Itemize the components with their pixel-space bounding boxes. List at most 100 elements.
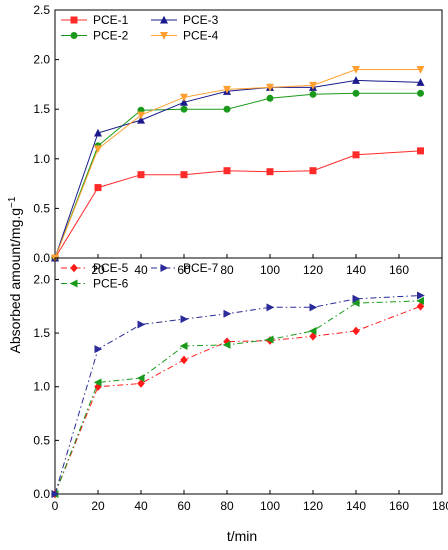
marker-stop-0-p7 <box>352 151 360 159</box>
marker-stop-1-p8 <box>417 89 424 97</box>
x-tick-label-top-3: 80 <box>220 263 234 277</box>
marker-sbottom-2-p7 <box>352 294 361 303</box>
x-tick-label-top-7: 160 <box>389 263 409 277</box>
marker-sbottom-1-p4 <box>222 340 231 349</box>
series-line-PCE-2 <box>54 92 421 259</box>
y-tick-label-bottom-3: 1.5 <box>33 326 50 340</box>
marker-stop-0-p1 <box>94 184 102 192</box>
marker-slegend-top-0-p0 <box>70 16 78 24</box>
legend-label-PCE-3: PCE-3 <box>183 13 219 27</box>
marker-sbottom-2-p2 <box>137 320 146 329</box>
legend-label-PCE-1: PCE-1 <box>93 13 129 27</box>
marker-sbottom-1-p5 <box>265 335 274 344</box>
series-line-PCE-4 <box>54 69 421 259</box>
x-tick-label-bottom-4: 80 <box>220 499 234 513</box>
series-PCE-5 <box>51 301 425 499</box>
marker-sbottom-0-p3 <box>180 355 188 365</box>
x-tick-label-bottom-7: 140 <box>346 499 366 513</box>
marker-stop-3-p6 <box>309 81 317 90</box>
legend-label-PCE-7: PCE-7 <box>183 261 219 275</box>
marker-stop-0-p2 <box>137 171 145 179</box>
marker-stop-2-p2 <box>137 115 145 124</box>
x-tick-label-top-1: 40 <box>134 263 148 277</box>
x-tick-label-top-4: 100 <box>260 263 280 277</box>
marker-stop-2-p8 <box>416 78 425 86</box>
marker-sbottom-1-p2 <box>136 374 145 383</box>
marker-sbottom-2-p8 <box>417 291 425 300</box>
marker-stop-2-p1 <box>94 128 102 137</box>
marker-sbottom-0-p7 <box>352 326 360 336</box>
series-PCE-4 <box>51 66 425 263</box>
marker-stop-2-p3 <box>180 97 188 106</box>
marker-stop-0-p8 <box>417 147 424 155</box>
marker-sbottom-1-p3 <box>179 341 188 350</box>
legend-bottom: PCE-5 PCE-6 PCE-7 <box>61 261 219 291</box>
marker-sbottom-2-p1 <box>94 345 103 354</box>
x-tick-label-top-6: 140 <box>346 263 366 277</box>
x-tick-label-bottom-1: 20 <box>91 499 105 513</box>
legend-label-PCE-2: PCE-2 <box>93 29 129 43</box>
x-tick-label-bottom-3: 60 <box>177 499 191 513</box>
marker-sbottom-0-p6 <box>309 332 317 341</box>
marker-stop-1-p5 <box>266 94 274 102</box>
x-tick-label-top-0: 20 <box>91 263 105 277</box>
marker-sbottom-1-p1 <box>93 378 102 387</box>
plot-frame-bottom <box>54 257 443 495</box>
y-tick-label-bottom-0: 0.0 <box>33 487 50 501</box>
x-tick-label-bottom-6: 120 <box>303 499 323 513</box>
marker-stop-0-p6 <box>309 167 317 175</box>
marker-slegend-top-3-p0 <box>160 32 168 40</box>
y-axis-label-text: Absorbed amount/mg.g <box>7 208 23 354</box>
marker-sbottom-1-p7 <box>351 299 360 308</box>
y-tick-label-bottom-4: 2.0 <box>33 272 50 286</box>
legend-label-PCE-4: PCE-4 <box>183 29 219 43</box>
marker-stop-1-p3 <box>180 105 188 113</box>
marker-sbottom-1-p8 <box>416 296 424 305</box>
x-tick-label-top-5: 120 <box>303 263 323 277</box>
legend-top: PCE-1 PCE-2 PCE-3 PCE-4 <box>61 13 219 43</box>
series-PCE-7 <box>51 291 425 498</box>
x-axis-label: t/min <box>227 528 257 544</box>
marker-stop-3-p4 <box>223 85 231 94</box>
legend-label-PCE-6: PCE-6 <box>93 277 129 291</box>
marker-stop-1-p4 <box>223 105 231 113</box>
marker-sbottom-2-p5 <box>266 303 275 312</box>
marker-sbottom-2-p6 <box>309 303 318 312</box>
marker-stop-3-p1 <box>94 145 102 154</box>
marker-stop-0-p3 <box>180 171 188 179</box>
y-tick-label-top-2: 1.0 <box>33 152 50 166</box>
y-tick-label-top-1: 0.5 <box>33 201 50 215</box>
x-tick-label-top-2: 60 <box>177 263 191 277</box>
marker-slegend-bottom-1-p0 <box>69 279 78 288</box>
series-line-PCE-7 <box>54 295 421 495</box>
series-PCE-6 <box>50 296 424 498</box>
marker-stop-3-p3 <box>180 93 188 102</box>
series-line-PCE-1 <box>54 150 421 259</box>
y-axis-label-exponent: −1 <box>7 196 18 208</box>
x-tick-label-bottom-5: 100 <box>260 499 280 513</box>
marker-stop-0-p4 <box>223 167 231 175</box>
marker-slegend-top-1-p0 <box>70 32 78 39</box>
marker-stop-3-p5 <box>266 83 274 92</box>
y-tick-label-top-0: 0.0 <box>33 251 50 265</box>
marker-stop-3-p7 <box>352 66 360 74</box>
marker-stop-3-p2 <box>137 111 145 120</box>
x-tick-label-bottom-2: 40 <box>134 499 148 513</box>
y-tick-label-bottom-2: 1.0 <box>33 380 50 394</box>
x-tick-label-bottom-8: 160 <box>389 499 409 513</box>
series-line-PCE-5 <box>54 305 421 495</box>
y-tick-label-bottom-1: 0.5 <box>33 433 50 447</box>
marker-sbottom-0-p8 <box>416 301 425 311</box>
series-PCE-2 <box>51 89 424 262</box>
marker-sbottom-2-p3 <box>180 315 189 324</box>
marker-sbottom-2-p4 <box>223 309 232 318</box>
marker-slegend-bottom-0-p0 <box>70 263 78 273</box>
marker-stop-1-p7 <box>352 89 360 97</box>
y-tick-label-top-4: 2.0 <box>33 53 50 67</box>
marker-sbottom-2-p0 <box>51 490 60 498</box>
marker-slegend-top-2-p0 <box>160 15 168 24</box>
chart-panel-bottom: 0.0 0.5 1.0 1.5 2.0 0 20 40 60 80 100 120 140 160 180 P… <box>33 257 448 513</box>
marker-stop-0-p5 <box>266 168 274 176</box>
x-tick-label-bottom-9: 180 <box>432 499 448 513</box>
